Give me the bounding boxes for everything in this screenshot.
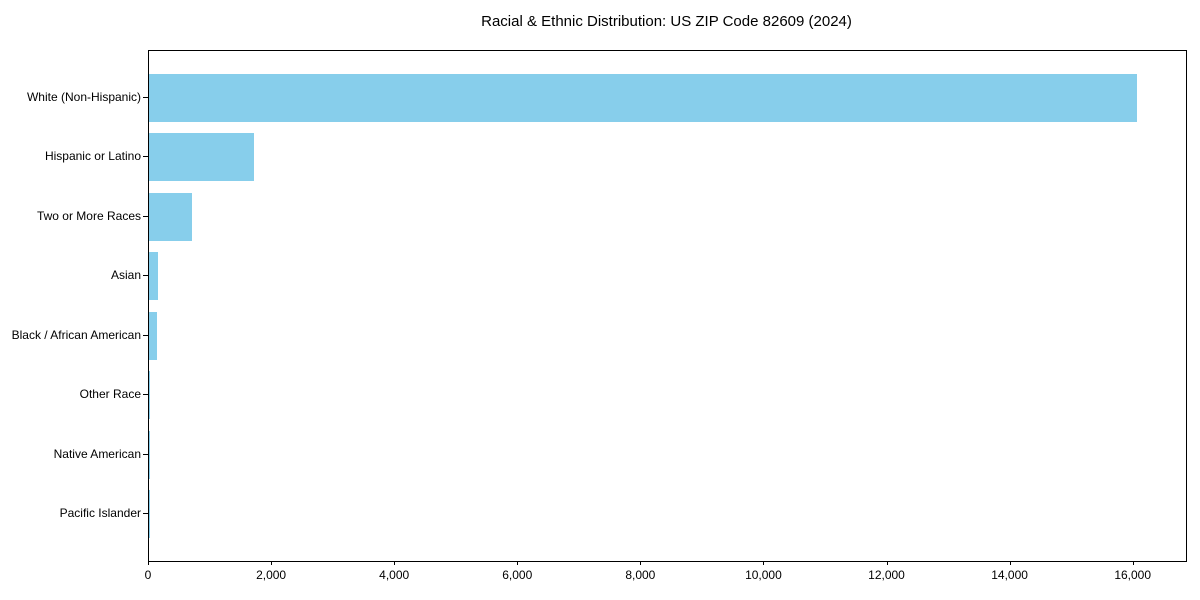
y-tick-mark: [143, 513, 148, 515]
bar-native-american: [149, 430, 150, 479]
y-axis-label-pacific-islander: Pacific Islander: [59, 506, 141, 521]
x-tick-label: 0: [144, 568, 152, 582]
y-axis-label-asian: Asian: [110, 268, 141, 283]
y-axis-label-other-race: Other Race: [79, 387, 141, 402]
x-tick-label: 2,000: [256, 568, 287, 582]
bar-hispanic-or-latino: [149, 133, 255, 182]
y-tick-mark: [143, 215, 148, 217]
y-tick-mark: [143, 334, 148, 336]
y-tick-mark: [143, 453, 148, 455]
x-tick-mark: [394, 561, 396, 565]
y-axis-label-hispanic-or-latino: Hispanic or Latino: [44, 149, 141, 164]
y-tick-mark: [143, 97, 148, 98]
y-axis-label-white-non-hispanic: White (Non-Hispanic): [26, 90, 141, 104]
x-tick-mark: [1132, 561, 1134, 565]
x-tick-mark: [763, 561, 765, 565]
bar-black-african-american: [149, 311, 157, 360]
y-axis-label-black-african-american: Black / African American: [11, 327, 141, 342]
bar-other-race: [149, 371, 151, 420]
chart-title: Racial & Ethnic Distribution: US ZIP Cod…: [481, 13, 852, 30]
x-tick-label: 4,000: [379, 568, 410, 582]
y-tick-mark: [143, 275, 148, 277]
bar-white-non-hispanic: [149, 74, 1137, 122]
x-tick-mark: [1009, 561, 1011, 565]
x-tick-mark: [640, 561, 642, 565]
x-tick-label: 6,000: [502, 568, 533, 582]
x-tick-mark: [271, 561, 273, 565]
y-tick-mark: [143, 394, 148, 396]
x-tick-mark: [517, 561, 519, 565]
x-tick-mark: [148, 561, 149, 565]
x-tick-label: 10,000: [745, 568, 782, 582]
x-tick-label: 12,000: [868, 568, 905, 582]
y-tick-mark: [143, 156, 148, 158]
y-axis-label-native-american: Native American: [53, 446, 141, 461]
bar-asian: [149, 252, 159, 301]
plot-area: [148, 50, 1187, 562]
y-axis-label-two-or-more-races: Two or More Races: [36, 208, 141, 223]
x-tick-mark: [886, 561, 888, 565]
x-tick-label: 8,000: [625, 568, 656, 582]
x-tick-label: 14,000: [991, 568, 1028, 582]
x-tick-label: 16,000: [1114, 568, 1152, 582]
bar-two-or-more-races: [149, 192, 193, 241]
